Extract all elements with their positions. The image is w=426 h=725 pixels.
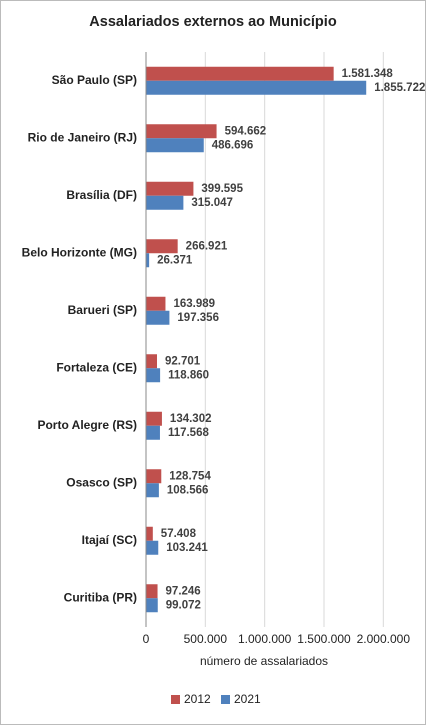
y-tick-label: Rio de Janeiro (RJ) xyxy=(28,130,137,144)
value-label: 26.371 xyxy=(157,254,193,266)
legend-swatch xyxy=(171,695,180,704)
y-tick-label: Curitiba (PR) xyxy=(64,590,137,604)
y-tick-label: Brasília (DF) xyxy=(66,188,137,202)
value-label: 118.860 xyxy=(168,369,209,381)
value-label: 108.566 xyxy=(167,484,209,496)
bar xyxy=(146,469,162,484)
value-label: 399.595 xyxy=(201,183,243,195)
value-label: 486.696 xyxy=(212,139,254,151)
bar xyxy=(146,253,150,268)
legend-label: 2021 xyxy=(234,692,261,706)
bar xyxy=(146,181,194,196)
bar xyxy=(146,124,217,139)
x-tick-label: 1.500.000 xyxy=(297,632,351,646)
value-label: 128.754 xyxy=(169,470,211,482)
bar xyxy=(146,411,162,426)
value-label: 197.356 xyxy=(177,312,219,324)
x-tick-label: 1.000.000 xyxy=(238,632,292,646)
bar xyxy=(146,239,178,254)
bar xyxy=(146,584,158,599)
bar xyxy=(146,80,367,95)
value-label: 134.302 xyxy=(170,413,212,425)
value-label: 117.568 xyxy=(168,427,210,439)
value-label: 57.408 xyxy=(161,528,197,540)
x-tick-label: 0 xyxy=(143,632,150,646)
chart-title: Assalariados externos ao Município xyxy=(89,14,337,30)
legend-swatch xyxy=(221,695,230,704)
value-label: 266.921 xyxy=(186,240,228,252)
y-tick-label: Fortaleza (CE) xyxy=(56,360,137,374)
value-label: 99.072 xyxy=(166,599,201,611)
value-label: 1.855.722 xyxy=(374,82,425,94)
bar xyxy=(146,483,159,498)
bar xyxy=(146,296,166,311)
x-tick-label: 2.000.000 xyxy=(357,632,411,646)
value-label: 97.246 xyxy=(166,585,201,597)
bar xyxy=(146,425,160,440)
bar xyxy=(146,354,158,369)
bar xyxy=(146,310,170,325)
bar xyxy=(146,540,159,555)
y-tick-label: Barueri (SP) xyxy=(68,303,137,317)
y-tick-label: São Paulo (SP) xyxy=(52,73,137,87)
value-label: 163.989 xyxy=(173,298,215,310)
bar xyxy=(146,195,184,210)
bar xyxy=(146,138,204,153)
y-tick-label: Itajaí (SC) xyxy=(82,533,137,547)
bar xyxy=(146,526,153,541)
value-label: 315.047 xyxy=(191,197,233,209)
value-label: 1.581.348 xyxy=(342,68,394,80)
value-label: 594.662 xyxy=(225,125,267,137)
bar xyxy=(146,598,158,613)
legend-label: 2012 xyxy=(184,692,211,706)
y-tick-label: Porto Alegre (RS) xyxy=(37,418,137,432)
value-label: 92.701 xyxy=(165,355,201,367)
x-axis-label: número de assalariados xyxy=(200,654,328,668)
y-tick-label: Belo Horizonte (MG) xyxy=(22,245,137,259)
bar xyxy=(146,66,334,81)
value-label: 103.241 xyxy=(166,542,208,554)
x-tick-label: 500.000 xyxy=(184,632,228,646)
bar xyxy=(146,368,161,383)
y-tick-label: Osasco (SP) xyxy=(66,475,137,489)
